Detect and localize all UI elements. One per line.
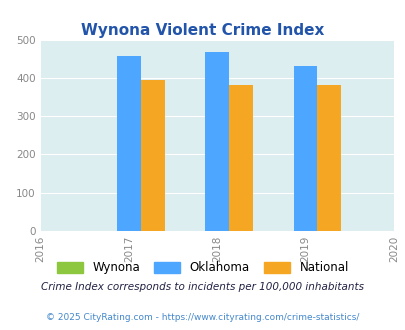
Text: Crime Index corresponds to incidents per 100,000 inhabitants: Crime Index corresponds to incidents per…	[41, 282, 364, 292]
Text: Wynona Violent Crime Index: Wynona Violent Crime Index	[81, 23, 324, 38]
Bar	[141, 80, 164, 231]
Bar	[117, 56, 141, 231]
Bar	[293, 66, 317, 231]
Bar	[228, 85, 252, 231]
Legend: Wynona, Oklahoma, National: Wynona, Oklahoma, National	[52, 257, 353, 279]
Text: © 2025 CityRating.com - https://www.cityrating.com/crime-statistics/: © 2025 CityRating.com - https://www.city…	[46, 313, 359, 322]
Bar	[205, 52, 228, 231]
Bar	[317, 85, 341, 231]
